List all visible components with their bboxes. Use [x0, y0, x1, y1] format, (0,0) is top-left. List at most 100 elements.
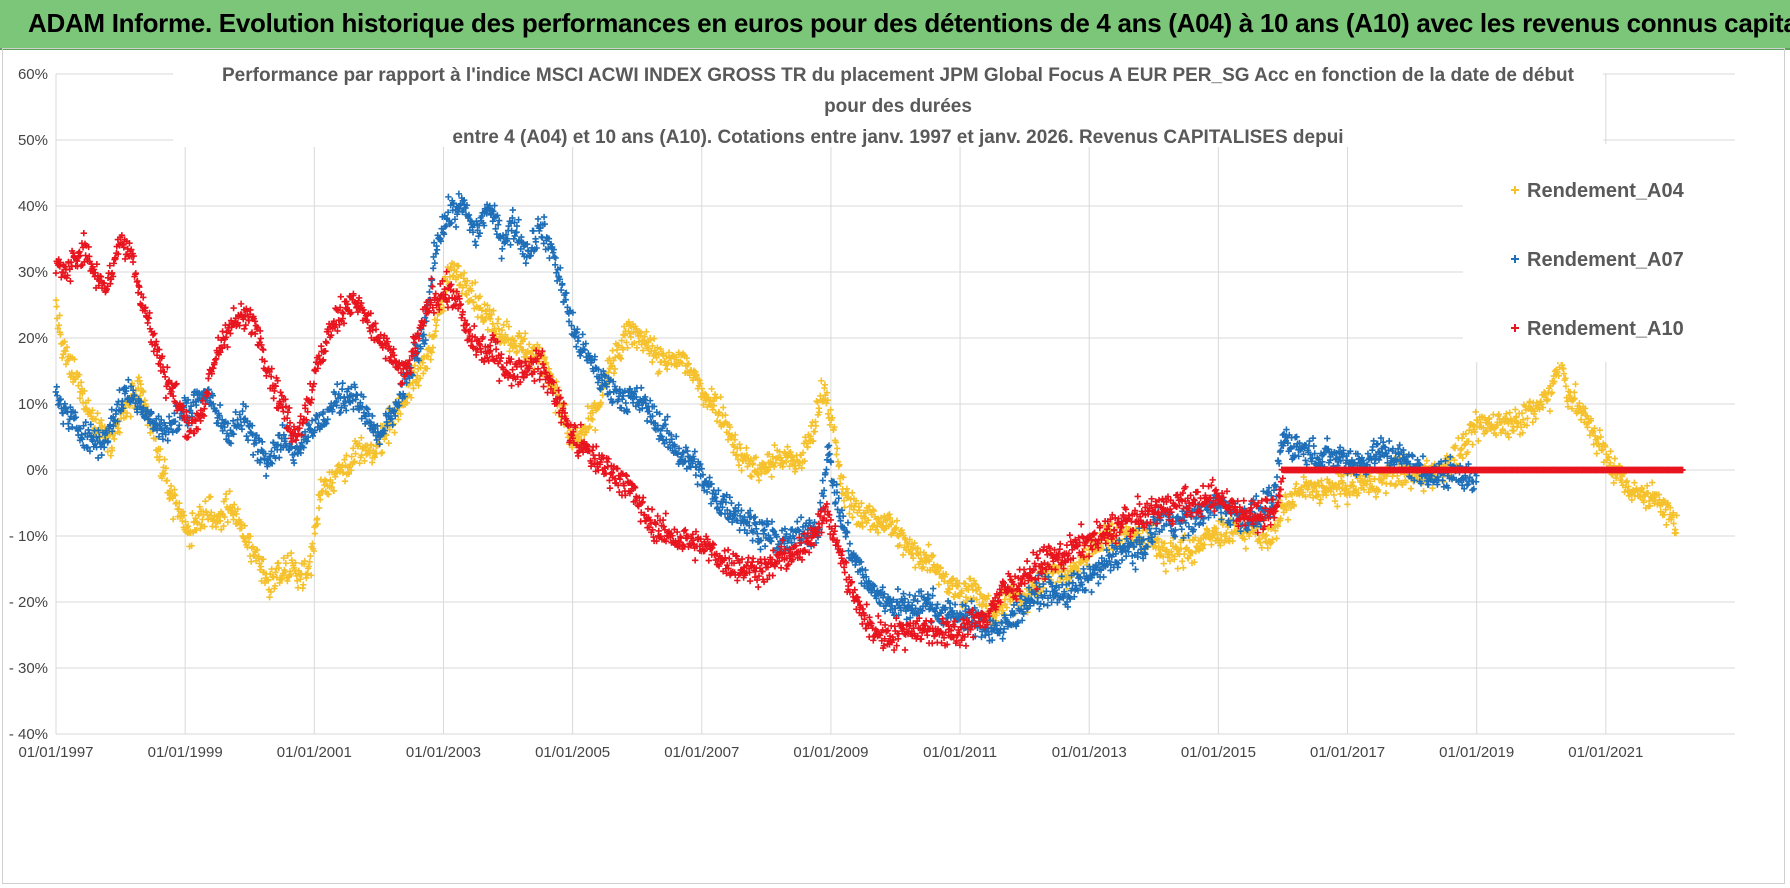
data-point — [784, 444, 790, 450]
data-point — [1469, 441, 1475, 447]
data-point — [906, 592, 912, 598]
data-point — [845, 520, 851, 526]
data-point — [847, 541, 853, 547]
data-point — [109, 270, 115, 276]
data-point — [266, 594, 272, 600]
data-point — [1100, 574, 1106, 580]
data-point — [822, 382, 828, 388]
data-point — [135, 289, 141, 295]
data-point — [757, 546, 763, 552]
data-point — [805, 444, 811, 450]
data-point — [506, 348, 512, 354]
data-point — [1394, 473, 1400, 479]
data-point — [1180, 565, 1186, 571]
data-point — [894, 517, 900, 523]
chart-frame: Performance par rapport à l'indice MSCI … — [2, 48, 1785, 884]
data-point — [338, 293, 344, 299]
data-point — [817, 499, 823, 505]
data-point — [1331, 492, 1337, 498]
data-point — [386, 440, 392, 446]
data-point — [432, 328, 438, 334]
banner-title: ADAM Informe. Evolution historique des p… — [28, 8, 1790, 39]
data-point — [535, 216, 541, 222]
data-point — [54, 384, 60, 390]
data-point — [1672, 526, 1678, 532]
data-point — [225, 519, 231, 525]
data-point — [53, 270, 59, 276]
data-point — [743, 445, 749, 451]
data-point — [798, 514, 804, 520]
data-point — [270, 395, 276, 401]
data-point — [912, 564, 918, 570]
data-point — [238, 301, 244, 307]
data-point — [546, 255, 552, 261]
data-point — [433, 322, 439, 328]
data-point — [936, 581, 942, 587]
data-point — [623, 400, 629, 406]
data-point — [813, 398, 819, 404]
data-point — [592, 427, 598, 433]
data-point — [1095, 580, 1101, 586]
data-point — [340, 310, 346, 316]
data-point — [498, 255, 504, 261]
data-point — [1274, 474, 1280, 480]
data-point — [1179, 558, 1185, 564]
data-point — [453, 224, 459, 230]
data-point — [81, 230, 87, 236]
data-point — [694, 481, 700, 487]
data-point — [1673, 530, 1679, 536]
data-point — [589, 416, 595, 422]
data-point — [277, 389, 283, 395]
data-point — [342, 478, 348, 484]
data-point — [749, 537, 755, 543]
data-point — [323, 340, 329, 346]
data-point — [339, 380, 345, 386]
data-point — [712, 391, 718, 397]
data-point — [794, 518, 800, 524]
series-layer — [53, 191, 1686, 654]
data-point — [67, 278, 73, 284]
data-point — [1036, 606, 1042, 612]
data-point — [166, 413, 172, 419]
data-point — [1547, 408, 1553, 414]
data-point — [1344, 501, 1350, 507]
data-point — [900, 552, 906, 558]
data-point — [644, 418, 650, 424]
data-point — [930, 585, 936, 591]
data-point — [708, 386, 714, 392]
data-point — [1132, 566, 1138, 572]
data-point — [832, 499, 838, 505]
data-point — [1163, 568, 1169, 574]
data-point — [737, 445, 743, 451]
data-point — [133, 270, 139, 276]
data-point — [999, 635, 1005, 641]
data-point — [334, 381, 340, 387]
data-point — [241, 326, 247, 332]
data-point — [165, 437, 171, 443]
data-point — [306, 559, 312, 565]
data-point — [258, 335, 264, 341]
data-point — [150, 332, 156, 338]
data-point — [1506, 434, 1512, 440]
data-point — [1153, 525, 1159, 531]
data-point — [599, 392, 605, 398]
data-point — [1420, 488, 1426, 494]
data-point — [820, 477, 826, 483]
data-point — [125, 377, 131, 383]
data-point — [849, 514, 855, 520]
data-point — [316, 505, 322, 511]
data-point — [1293, 434, 1299, 440]
data-point — [649, 359, 655, 365]
data-point — [1571, 389, 1577, 395]
data-point — [1439, 477, 1445, 483]
data-point — [78, 263, 84, 269]
data-point — [163, 395, 169, 401]
data-point — [1161, 560, 1167, 566]
data-point — [127, 413, 133, 419]
data-point — [291, 460, 297, 466]
data-point — [109, 406, 115, 412]
data-point — [136, 374, 142, 380]
data-point — [1512, 406, 1518, 412]
data-point — [1259, 544, 1265, 550]
